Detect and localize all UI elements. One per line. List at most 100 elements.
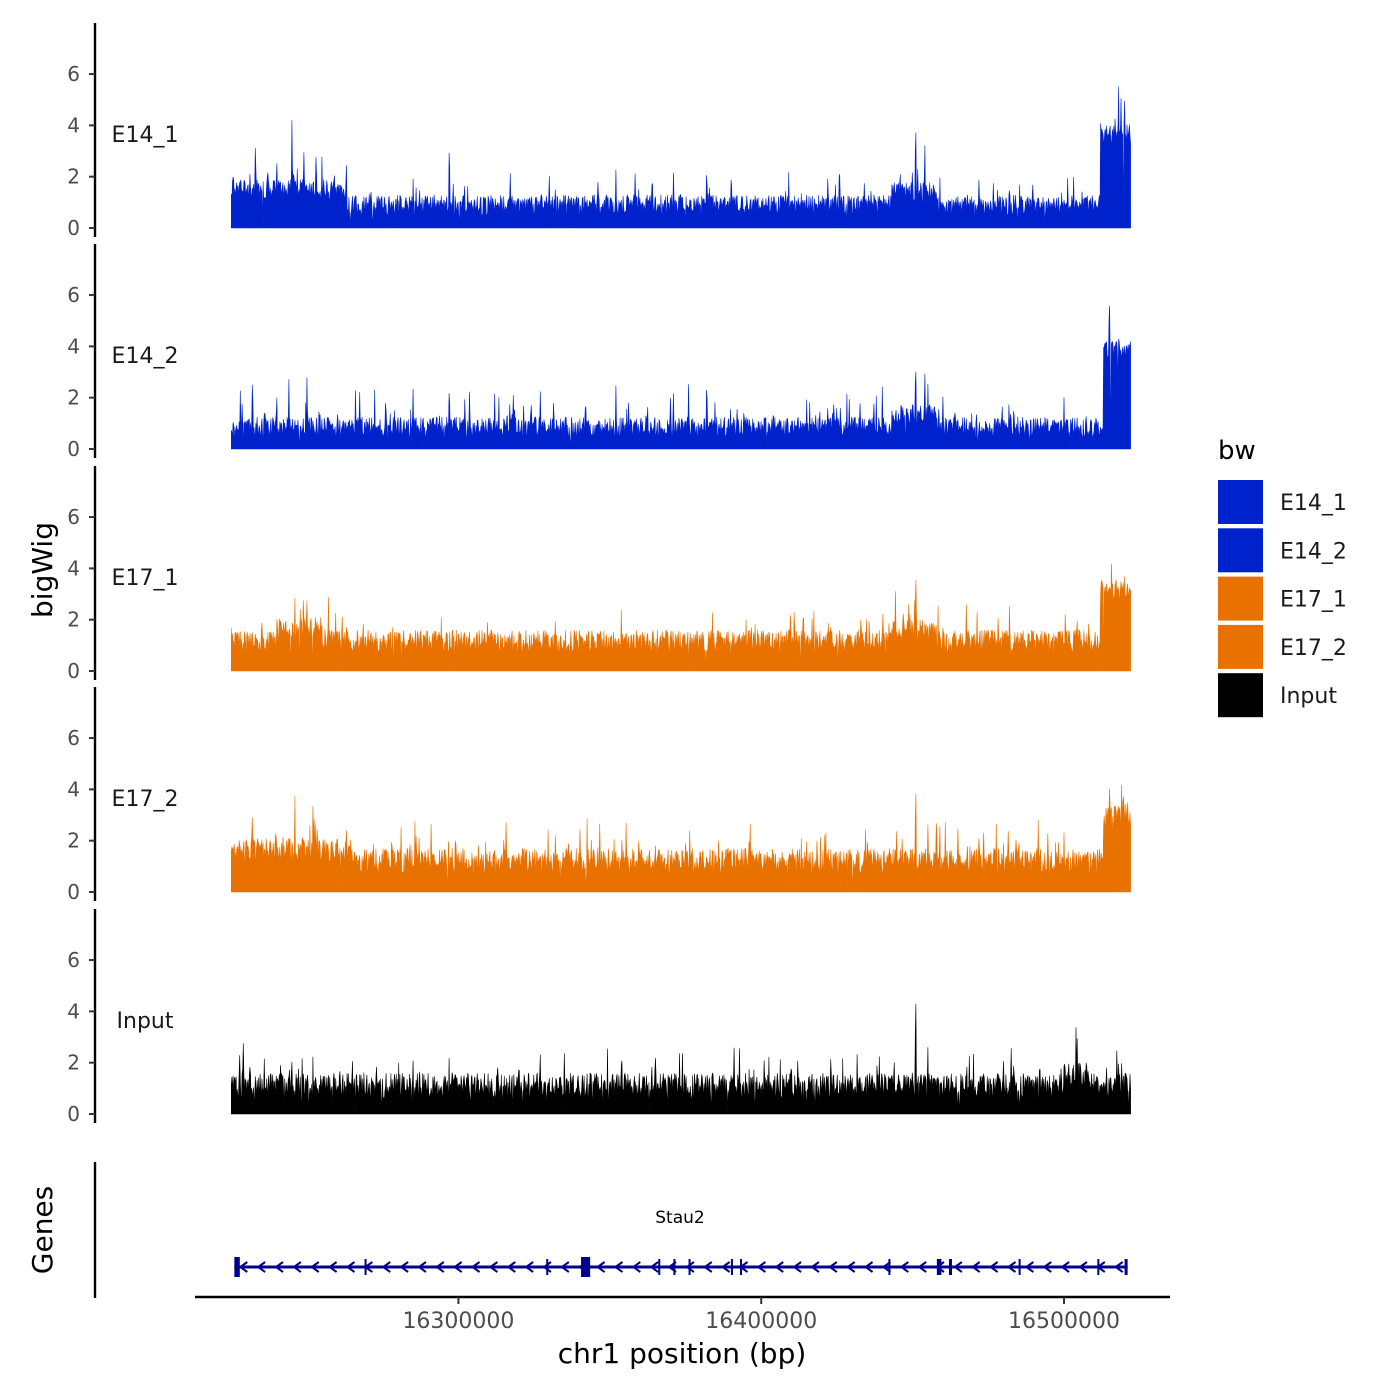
gene-exon	[936, 1259, 942, 1275]
y-tick-label: 4	[67, 113, 80, 137]
legend-label-E17_2: E17_2	[1280, 636, 1347, 661]
y-tick-label: 4	[67, 777, 80, 801]
gene-exon	[730, 1259, 733, 1275]
strand-arrow	[1113, 1261, 1124, 1273]
legend-label-E14_1: E14_1	[1280, 491, 1347, 516]
gene-exon	[1097, 1259, 1100, 1275]
gene-exon	[1018, 1259, 1021, 1275]
signal-area-E14_1	[231, 86, 1131, 229]
x-tick-label: 16300000	[402, 1309, 514, 1334]
strand-arrow	[542, 1261, 552, 1273]
strand-arrow	[274, 1261, 284, 1273]
track-label-Input: Input	[117, 1009, 174, 1034]
gene-exon	[948, 1259, 952, 1275]
gene-exon	[740, 1259, 743, 1275]
gene-exon	[581, 1257, 591, 1277]
strand-arrow	[720, 1261, 731, 1273]
gene-model	[234, 1257, 1128, 1277]
y-tick-label: 0	[67, 659, 80, 683]
track-E14_1: 0 2 4 6 E14_1	[67, 23, 1131, 240]
track-Input: 0 2 4 6 Input	[67, 909, 1131, 1126]
signal-area-E17_2	[231, 784, 1131, 893]
strand-arrow	[828, 1261, 838, 1273]
strand-arrow	[899, 1261, 909, 1273]
gene-exon	[1124, 1259, 1128, 1275]
strand-arrow	[435, 1261, 445, 1273]
strand-arrow	[703, 1261, 713, 1273]
strand-arrow	[345, 1261, 356, 1273]
legend-swatch-E17_1	[1218, 576, 1263, 621]
legend-label-Input: Input	[1280, 684, 1337, 709]
signal-area-E14_2	[231, 305, 1131, 450]
y-tick-label: 2	[67, 829, 80, 853]
x-tick-label: 16500000	[1008, 1309, 1120, 1334]
legend-label-E14_2: E14_2	[1280, 539, 1347, 564]
track-label-E14_1: E14_1	[112, 123, 179, 148]
strand-arrow	[452, 1261, 463, 1273]
strand-arrow	[524, 1261, 534, 1273]
strand-arrow	[631, 1261, 641, 1273]
y-tick-label: 6	[67, 283, 80, 307]
signal-area-Input	[231, 1003, 1131, 1115]
y-tick-label: 6	[67, 505, 80, 529]
y-tick-label: 4	[67, 556, 80, 580]
strand-arrow	[381, 1261, 391, 1273]
genes-track-title: Genes	[26, 1186, 59, 1274]
strand-arrow	[1006, 1261, 1017, 1273]
track-label-E17_2: E17_2	[112, 787, 179, 812]
track-E17_1: 0 2 4 6 E17_1	[67, 466, 1131, 683]
strand-arrow	[399, 1261, 409, 1273]
y-tick-label: 4	[67, 999, 80, 1023]
strand-arrow	[810, 1261, 820, 1273]
y-tick-label: 0	[67, 437, 80, 461]
strand-arrow	[613, 1261, 624, 1273]
gene-exon	[364, 1259, 367, 1275]
legend-swatch-E14_1	[1218, 480, 1263, 524]
y-tick-label: 0	[67, 1102, 80, 1126]
strand-arrow	[863, 1261, 874, 1273]
track-E14_2: 0 2 4 6 E14_2	[67, 244, 1131, 461]
strand-arrow	[238, 1261, 248, 1273]
genes-track: Genes Stau2	[26, 1162, 1128, 1298]
strand-arrow	[488, 1261, 498, 1273]
strand-arrow	[792, 1261, 802, 1273]
track-label-E14_2: E14_2	[112, 344, 179, 369]
strand-arrow	[988, 1261, 999, 1273]
strand-arrow	[1024, 1261, 1034, 1273]
strand-arrow	[595, 1261, 606, 1273]
y-tick-label: 2	[67, 165, 80, 189]
gene-exon	[546, 1259, 549, 1275]
strand-arrow	[256, 1261, 266, 1273]
strand-arrow	[506, 1261, 516, 1273]
strand-arrow	[953, 1261, 963, 1273]
y-tick-label: 0	[67, 880, 80, 904]
strand-arrow	[1060, 1261, 1070, 1273]
gene-exon	[673, 1259, 676, 1275]
y-tick-label: 0	[67, 216, 80, 240]
strand-arrow	[756, 1261, 766, 1273]
track-E17_2: 0 2 4 6 E17_2	[67, 687, 1131, 904]
strand-arrow	[649, 1261, 659, 1273]
y-tick-label: 2	[67, 608, 80, 632]
gene-exon	[658, 1259, 661, 1275]
legend-swatch-Input	[1218, 673, 1263, 718]
y-tick-label: 4	[67, 334, 80, 358]
gene-name-label: Stau2	[655, 1208, 704, 1228]
strand-arrow	[917, 1261, 927, 1273]
strand-arrow	[560, 1261, 570, 1273]
legend: bw E14_1 E14_2 E17_1 E17_2 Input	[1218, 436, 1347, 718]
strand-arrow	[685, 1261, 695, 1273]
legend-swatch-E17_2	[1218, 624, 1263, 669]
strand-arrow	[971, 1261, 981, 1273]
track-panels: 0 2 4 6 E14_1 0 2 4 6 E14_2 0 2 4 6 E17_1 0 2 4 6 E17_2 0 2 4 6…	[67, 23, 1131, 1126]
strand-arrow	[327, 1261, 338, 1273]
gene-exon	[234, 1257, 240, 1277]
legend-label-E17_1: E17_1	[1280, 588, 1347, 613]
strand-arrow	[774, 1261, 784, 1273]
y-tick-label: 6	[67, 62, 80, 86]
strand-arrow	[292, 1261, 302, 1273]
strand-arrow	[470, 1261, 481, 1273]
signal-area-E17_1	[231, 563, 1131, 672]
strand-arrow	[881, 1261, 892, 1273]
